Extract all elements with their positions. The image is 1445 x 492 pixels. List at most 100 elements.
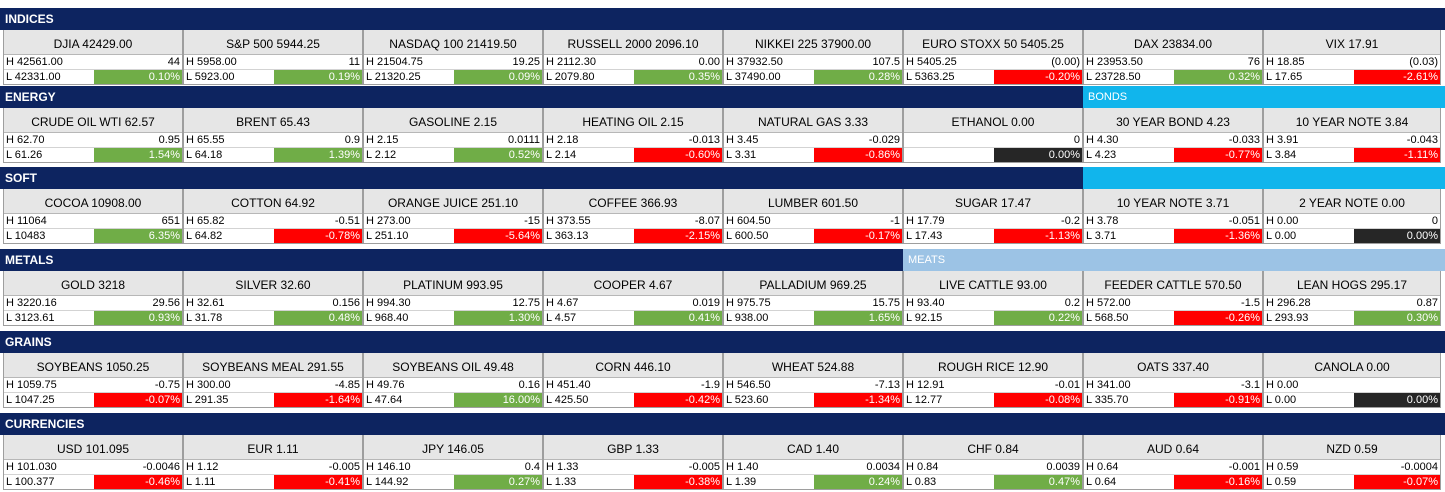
quote-low: L 2.14 xyxy=(546,149,577,161)
section-header-currencies: CURRENCIES xyxy=(0,413,1445,435)
quote-high-row: H 604.50 -1 xyxy=(724,213,902,228)
quote-change: 0.0034 xyxy=(866,461,900,473)
quote-low: L 938.00 xyxy=(726,312,769,324)
quote-low-row: L 523.60 -1.34% xyxy=(724,392,902,407)
quote-low-row: L 144.92 0.27% xyxy=(364,474,542,489)
quote-title: NZD 0.59 xyxy=(1264,435,1440,459)
quote-high-row: H 546.50 -7.13 xyxy=(724,377,902,392)
quote-low: L 3123.61 xyxy=(6,312,55,324)
quote-cell: HEATING OIL 2.15 H 2.18 -0.013 L 2.14 -0.60% xyxy=(543,108,723,163)
quote-high: H 5405.25 xyxy=(906,56,957,68)
quote-title: S&P 500 5944.25 xyxy=(184,30,362,54)
quote-percent-change: 0.22% xyxy=(994,311,1082,325)
quote-percent-change: 16.00% xyxy=(454,393,542,407)
section-header-energy: ENERGY xyxy=(0,86,1083,108)
quote-high: H 1059.75 xyxy=(6,379,57,391)
quote-low: L 5923.00 xyxy=(186,71,235,83)
section-header-indices: INDICES xyxy=(0,8,1445,30)
quote-percent-change: -0.16% xyxy=(1174,475,1262,489)
quote-cell: ORANGE JUICE 251.10 H 273.00 -15 L 251.10 -5… xyxy=(363,189,543,244)
quote-low-row: L 425.50 -0.42% xyxy=(544,392,722,407)
quote-high-row: H 12.91 -0.01 xyxy=(904,377,1082,392)
quote-high-row: H 5405.25 (0.00) xyxy=(904,54,1082,69)
quote-percent-change: 0.32% xyxy=(1174,70,1262,84)
quote-high: H 0.00 xyxy=(1266,215,1299,227)
quote-change: 651 xyxy=(161,215,180,227)
quote-cell: LEAN HOGS 295.17 H 296.28 0.87 L 293.93 0.30… xyxy=(1263,271,1441,326)
quote-low-row: L 47.64 16.00% xyxy=(364,392,542,407)
quote-percent-change: 0.09% xyxy=(454,70,542,84)
quote-change: -0.01 xyxy=(1054,379,1080,391)
quote-low-row: L 17.43 -1.13% xyxy=(904,228,1082,243)
quote-high-row: H 3.45 -0.029 xyxy=(724,132,902,147)
quote-title: WHEAT 524.88 xyxy=(724,353,902,377)
quote-cell: COTTON 64.92 H 65.82 -0.51 L 64.82 -0.78% xyxy=(183,189,363,244)
quote-low-row: L 968.40 1.30% xyxy=(364,310,542,325)
quote-high: H 37932.50 xyxy=(726,56,783,68)
quote-change: 0.0111 xyxy=(507,134,540,146)
quote-low: L 600.50 xyxy=(726,230,769,242)
quote-low-row: L 61.26 1.54% xyxy=(4,147,182,162)
quote-low-row: L 0.59 -0.07% xyxy=(1264,474,1440,489)
quote-high: H 341.00 xyxy=(1086,379,1131,391)
quote-low: L 291.35 xyxy=(186,394,229,406)
quote-cell: CORN 446.10 H 451.40 -1.9 L 425.50 -0.42% xyxy=(543,353,723,408)
quote-high: H 4.30 xyxy=(1086,134,1119,146)
quote-title: COFFEE 366.93 xyxy=(544,189,722,213)
quote-change: 44 xyxy=(167,56,180,68)
quote-low-row: L 42331.00 0.10% xyxy=(4,69,182,84)
quote-title: DAX 23834.00 xyxy=(1084,30,1262,54)
quote-change: 0.9 xyxy=(344,134,360,146)
quote-cell: COFFEE 366.93 H 373.55 -8.07 L 363.13 -2.15% xyxy=(543,189,723,244)
quote-change: -3.1 xyxy=(1241,379,1260,391)
quote-low-row: L 600.50 -0.17% xyxy=(724,228,902,243)
quote-percent-change: 0.47% xyxy=(994,475,1082,489)
quote-change: -1.9 xyxy=(701,379,720,391)
quote-change: -8.07 xyxy=(694,215,720,227)
quote-high-row: H 994.30 12.75 xyxy=(364,295,542,310)
quote-percent-change: 6.35% xyxy=(94,229,182,243)
quote-cell: ROUGH RICE 12.90 H 12.91 -0.01 L 12.77 -0.08… xyxy=(903,353,1083,408)
quote-high-row: H 32.61 0.156 xyxy=(184,295,362,310)
quote-cell: AUD 0.64 H 0.64 -0.001 L 0.64 -0.16% xyxy=(1083,435,1263,490)
quote-high-row: H 18.85 (0.03) xyxy=(1264,54,1440,69)
quote-cell: LUMBER 601.50 H 604.50 -1 L 600.50 -0.17% xyxy=(723,189,903,244)
quote-low: L 100.377 xyxy=(6,476,55,488)
quote-title: LIVE CATTLE 93.00 xyxy=(904,271,1082,295)
quote-low-row: L 1.33 -0.38% xyxy=(544,474,722,489)
quote-high-row: H 451.40 -1.9 xyxy=(544,377,722,392)
quote-high-row: H 101.030 -0.0046 xyxy=(4,459,182,474)
quote-high-row: 0 xyxy=(904,132,1082,147)
quote-percent-change: -0.77% xyxy=(1174,148,1262,162)
quote-high-row: H 4.67 0.019 xyxy=(544,295,722,310)
quote-cell: USD 101.095 H 101.030 -0.0046 L 100.377 -0.4… xyxy=(3,435,183,490)
quote-cell: 10 YEAR NOTE 3.84 H 3.91 -0.043 L 3.84 -1.11… xyxy=(1263,108,1441,163)
quote-change: -0.51 xyxy=(334,215,360,227)
quote-title: EURO STOXX 50 5405.25 xyxy=(904,30,1082,54)
quote-cell: WHEAT 524.88 H 546.50 -7.13 L 523.60 -1.34% xyxy=(723,353,903,408)
quote-high-row: H 300.00 -4.85 xyxy=(184,377,362,392)
quote-title: DJIA 42429.00 xyxy=(4,30,182,54)
quote-low: L 4.57 xyxy=(546,312,577,324)
quote-high: H 49.76 xyxy=(366,379,405,391)
quote-change: -0.75 xyxy=(154,379,180,391)
quote-percent-change: 1.39% xyxy=(274,148,362,162)
quote-change: -0.2 xyxy=(1061,215,1080,227)
quote-high-row: H 341.00 -3.1 xyxy=(1084,377,1262,392)
quote-high-row: H 296.28 0.87 xyxy=(1264,295,1440,310)
quote-high-row: H 146.10 0.4 xyxy=(364,459,542,474)
quote-low-row: L 100.377 -0.46% xyxy=(4,474,182,489)
quote-cell: GOLD 3218 H 3220.16 29.56 L 3123.61 0.93% xyxy=(3,271,183,326)
quote-high: H 373.55 xyxy=(546,215,591,227)
quote-low-row: L 0.00 0.00% xyxy=(1264,228,1440,243)
quote-title: CANOLA 0.00 xyxy=(1264,353,1440,377)
quote-change: 19.25 xyxy=(512,56,540,68)
quote-percent-change: -0.42% xyxy=(634,393,722,407)
quote-change: 0.019 xyxy=(692,297,720,309)
quote-title: SOYBEANS MEAL 291.55 xyxy=(184,353,362,377)
quote-high-row: H 273.00 -15 xyxy=(364,213,542,228)
quote-high-row: H 0.00 xyxy=(1264,377,1440,392)
quote-high-row: H 1.40 0.0034 xyxy=(724,459,902,474)
quote-percent-change: -2.61% xyxy=(1354,70,1440,84)
quote-low: L 3.84 xyxy=(1266,149,1297,161)
